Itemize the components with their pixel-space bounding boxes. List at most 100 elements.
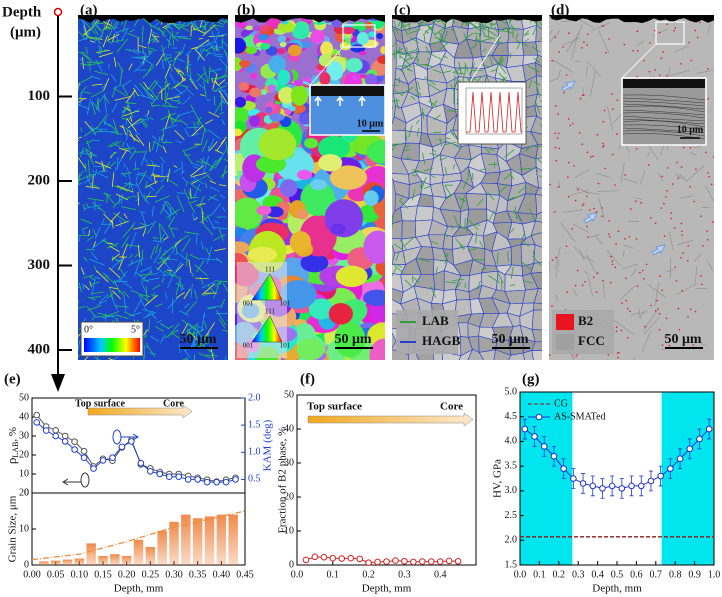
- zoom-line: [621, 43, 657, 79]
- b2-particle: [609, 281, 612, 284]
- kam-feature: [189, 174, 204, 185]
- kam-feature: [91, 238, 107, 249]
- kam-feature: [177, 73, 186, 76]
- b2-particle: [690, 59, 693, 62]
- lab-line: [453, 214, 459, 226]
- b2-particle: [601, 146, 604, 148]
- depth-arrow: [51, 374, 65, 392]
- boundary: [587, 276, 594, 297]
- y-axis-label-part: , %: [7, 427, 19, 442]
- kam-feature: [155, 53, 165, 66]
- b2-particle: [555, 256, 557, 259]
- b2-particle: [614, 266, 617, 269]
- kam-feature: [182, 96, 192, 105]
- kam-feature: [112, 278, 122, 285]
- ipf-label: 101: [280, 342, 291, 350]
- b2-particle: [574, 199, 577, 202]
- kam-feature: [181, 284, 184, 289]
- kam-feature: [101, 83, 107, 89]
- b2-particle: [674, 27, 677, 29]
- b2-particle: [611, 93, 613, 95]
- b2-particle: [579, 97, 582, 100]
- kam-feature: [118, 256, 125, 271]
- kam-feature: [204, 322, 215, 338]
- kam-feature: [129, 232, 137, 249]
- kam-feature: [106, 292, 115, 299]
- kam-feature: [190, 200, 198, 204]
- grain: [277, 69, 291, 86]
- kam-feature: [133, 108, 141, 113]
- kam-feature: [110, 21, 118, 30]
- data-point: [42, 427, 50, 434]
- kam-feature: [190, 104, 200, 120]
- boundary: [562, 209, 583, 213]
- kam-feature: [93, 265, 98, 274]
- b2-particle: [573, 165, 575, 167]
- kam-feature: [79, 91, 83, 99]
- kam-feature: [91, 316, 95, 321]
- kam-feature: [89, 128, 108, 130]
- b2-particle: [565, 74, 568, 76]
- kam-feature: [176, 80, 181, 86]
- kam-feature: [123, 290, 130, 298]
- b2-particle: [663, 202, 665, 205]
- kam-feature: [174, 261, 182, 273]
- grain: [326, 61, 344, 81]
- data-point: [194, 476, 201, 483]
- y-tick-label: 30: [284, 457, 294, 468]
- kam-feature: [176, 192, 185, 194]
- kam-feature: [161, 245, 175, 256]
- b2-particle: [677, 177, 679, 180]
- data-point: [71, 438, 78, 446]
- kam-feature: [198, 37, 203, 40]
- boundary: [598, 30, 610, 54]
- lab-line: [440, 19, 446, 26]
- boundary: [594, 235, 604, 245]
- kam-feature: [143, 354, 145, 360]
- depth-unit: (μm): [10, 24, 41, 40]
- kam-feature: [204, 22, 207, 35]
- kam-feature: [121, 194, 123, 204]
- kam-feature: [212, 33, 228, 38]
- kam-feature: [110, 74, 117, 82]
- b2-particle: [666, 189, 668, 192]
- kam-feature: [78, 36, 91, 42]
- indicator-arrow: [561, 80, 576, 92]
- kam-feature: [220, 170, 228, 178]
- y-axis-label: Fraction of B2 phase, %: [277, 427, 289, 534]
- lab-line: [531, 233, 536, 237]
- b2-particle: [710, 183, 713, 186]
- kam-feature: [188, 259, 192, 274]
- kam-feature: [195, 44, 201, 53]
- boundary: [641, 331, 651, 352]
- kam-feature: [80, 86, 87, 94]
- kam-feature: [176, 195, 185, 213]
- b2-particle: [611, 153, 614, 156]
- kam-feature: [78, 99, 84, 104]
- kam-feature: [92, 129, 102, 135]
- kam-feature: [198, 196, 205, 209]
- data-point: [61, 432, 69, 440]
- data-point: [33, 419, 41, 426]
- grain: [369, 338, 385, 360]
- kam-feature: [168, 59, 174, 64]
- b2-particle: [674, 266, 677, 269]
- boundary: [623, 250, 625, 257]
- data-point: [203, 478, 211, 486]
- kam-feature: [118, 270, 128, 283]
- kam-feature: [178, 310, 189, 316]
- kam-feature: [78, 30, 86, 40]
- lab-line: [452, 19, 455, 24]
- lab-line: [540, 123, 542, 129]
- kam-feature: [225, 93, 228, 95]
- kam-feature: [89, 258, 105, 266]
- data-point: [599, 485, 606, 492]
- boundary: [549, 29, 561, 44]
- kam-feature: [128, 129, 136, 142]
- data-point: [579, 480, 587, 487]
- kam-feature: [164, 262, 176, 276]
- kam-feature: [123, 213, 128, 219]
- b2-particle: [595, 291, 598, 294]
- lab-line: [464, 62, 469, 72]
- data-point: [137, 459, 145, 467]
